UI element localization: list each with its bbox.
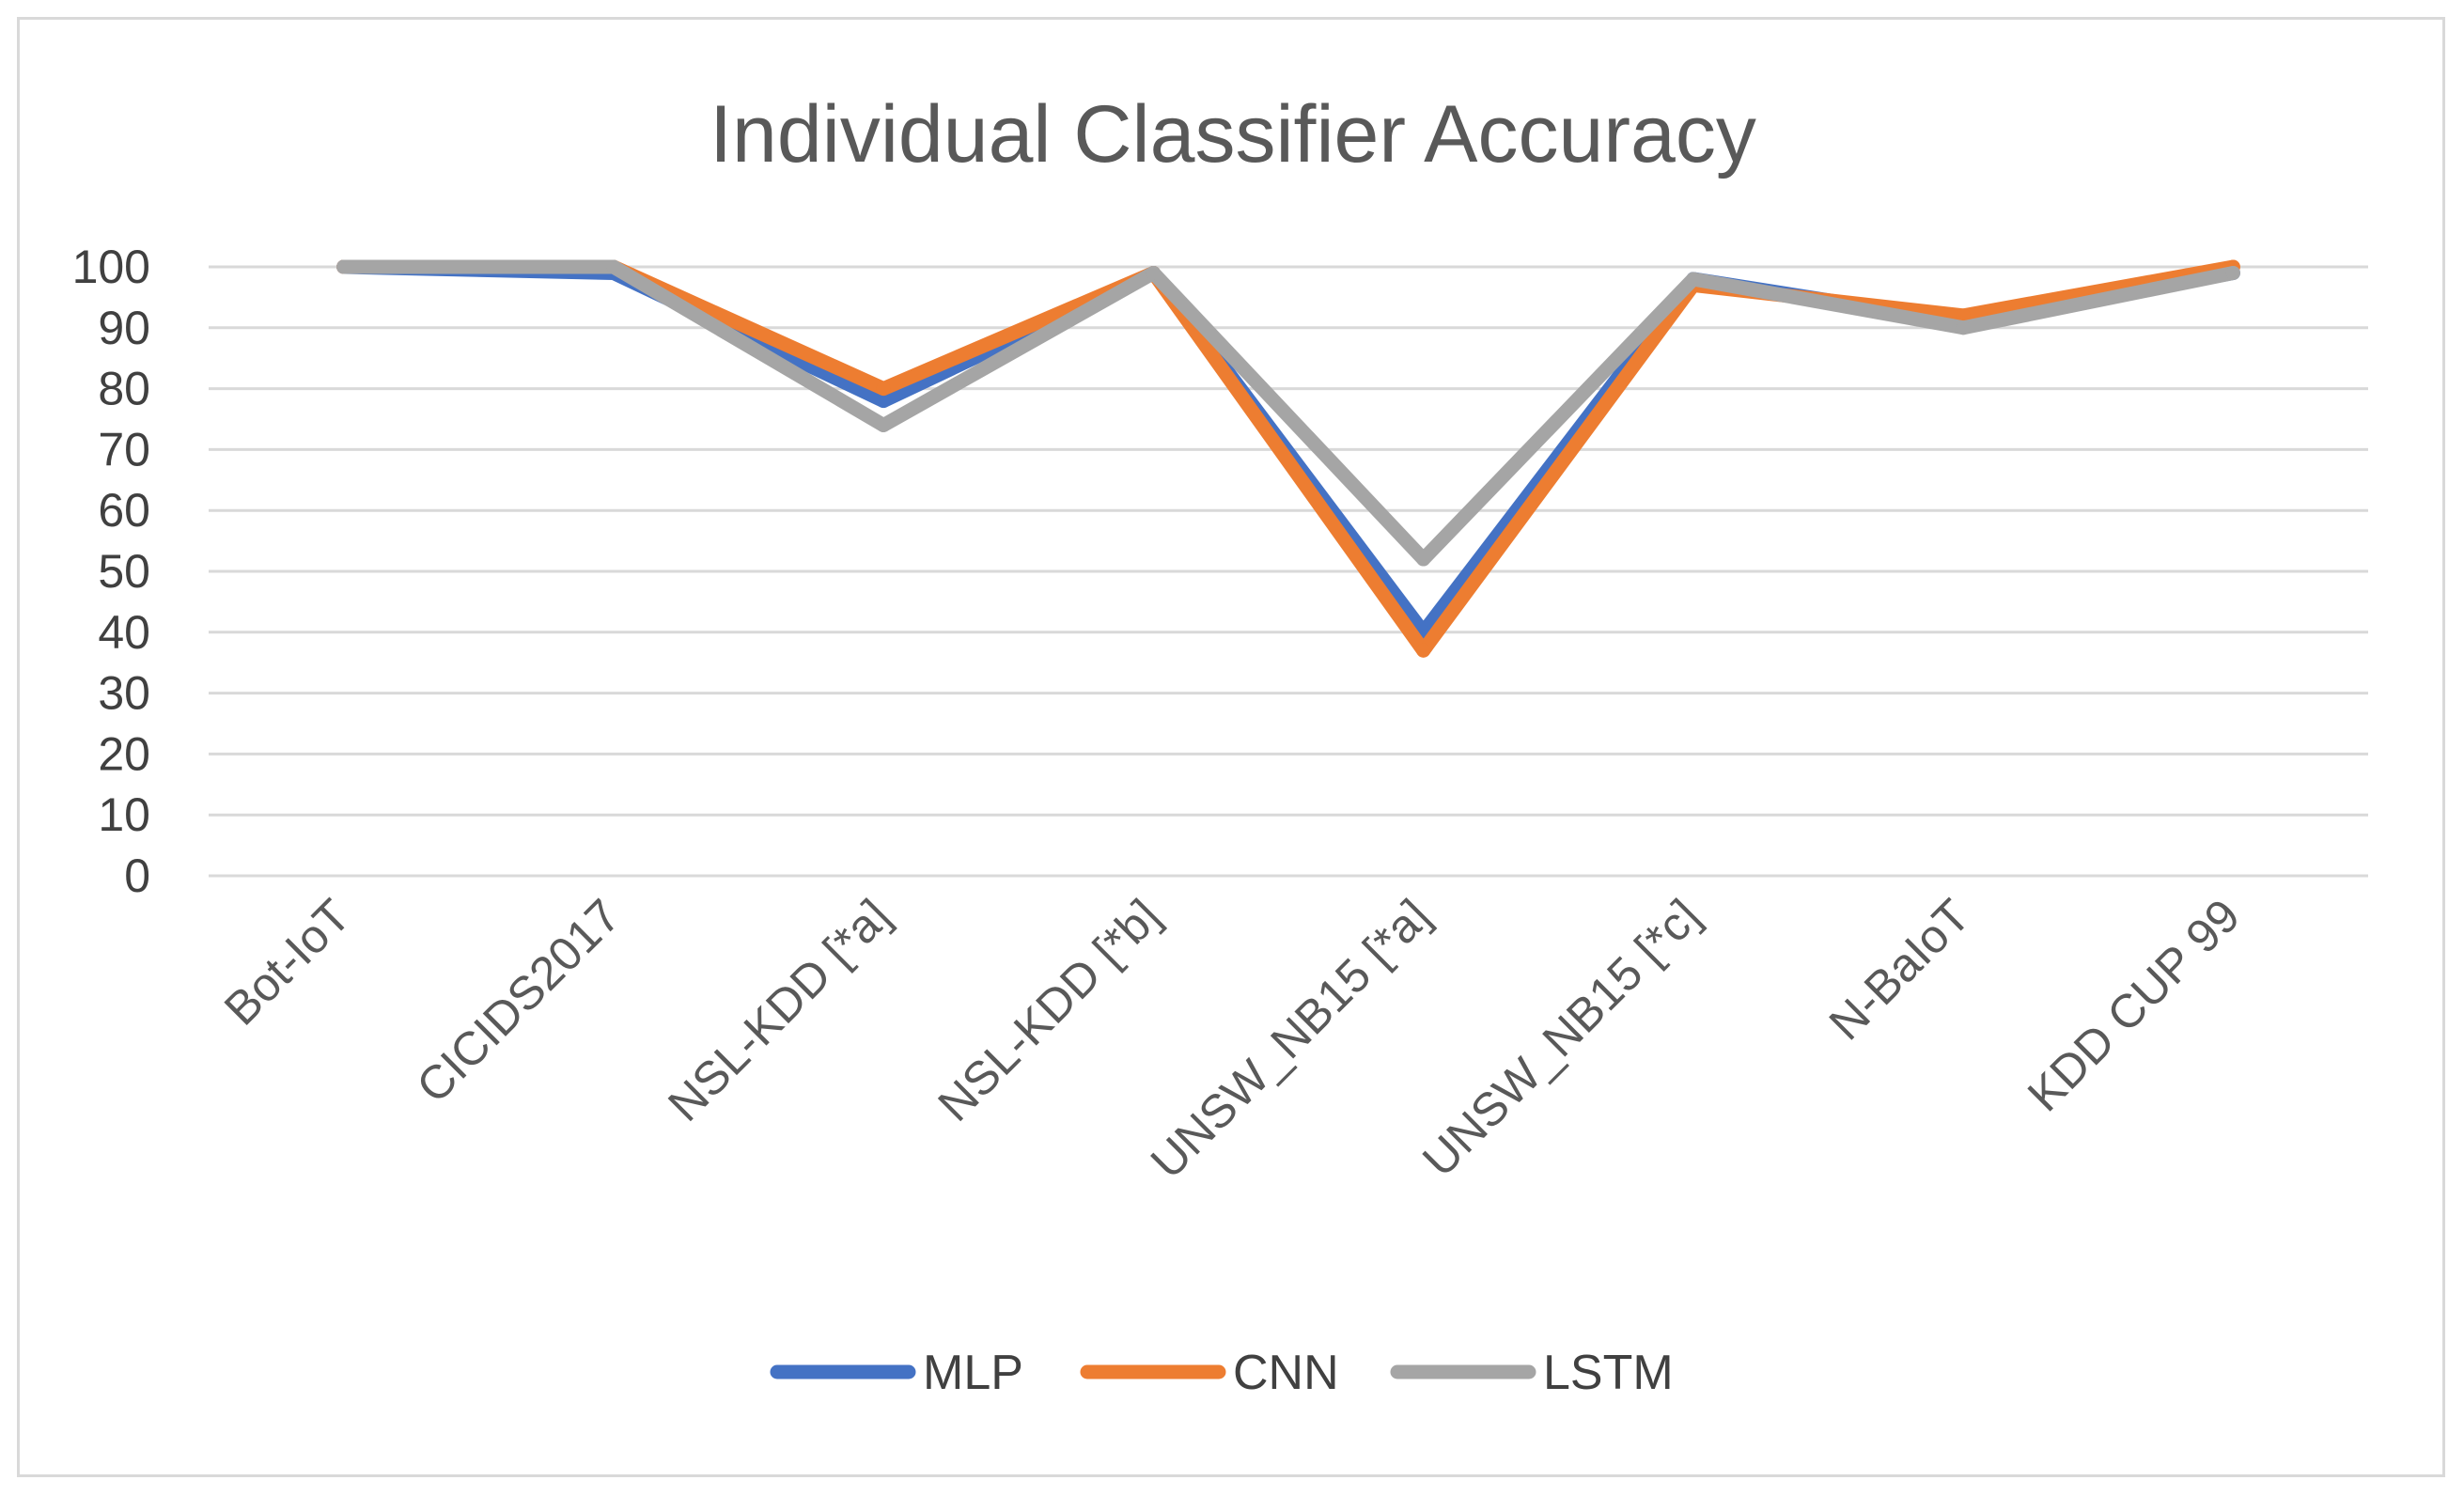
y-axis-tick-labels: 0 10 20 30 40 50 60 70 80 90 100: [72, 241, 150, 902]
legend: MLP CNN LSTM: [770, 1346, 1674, 1400]
data-point-lstm: [1686, 272, 1701, 287]
x-category-label: UNSW_NB15 [*a]: [1141, 889, 1441, 1189]
y-tick-label: 40: [98, 606, 150, 659]
y-tick-label: 10: [98, 788, 150, 841]
x-category-label: CICIDS2017: [407, 889, 631, 1113]
y-tick-label: 30: [98, 667, 150, 720]
data-point-lstm: [2225, 265, 2240, 280]
y-tick-label: 60: [98, 484, 150, 537]
x-category-label: NSL-KDD [*a]: [658, 889, 900, 1131]
x-axis-category-labels: Bot-IoT CICIDS2017 NSL-KDD [*a] NSL-KDD [*b…: [214, 889, 2250, 1189]
data-point-cnn: [876, 382, 891, 397]
y-tick-label: 80: [98, 363, 150, 415]
legend-label-mlp: MLP: [923, 1346, 1023, 1400]
data-point-mlp: [876, 394, 891, 409]
y-tick-label: 70: [98, 423, 150, 475]
series-line-lstm: [336, 259, 2240, 567]
chart-title: Individual Classifier Accuracy: [710, 89, 1756, 179]
x-category-label: Bot-IoT: [214, 889, 361, 1036]
data-point-lstm: [876, 417, 891, 432]
data-point-cnn: [1416, 643, 1431, 658]
data-point-lstm: [1956, 320, 1971, 335]
x-category-label: N-BaIoT: [1819, 889, 1980, 1050]
legend-label-cnn: CNN: [1233, 1346, 1339, 1400]
gridlines: [209, 265, 2368, 878]
series-lines: [336, 259, 2240, 658]
data-point-lstm: [1146, 265, 1161, 280]
y-tick-label: 0: [124, 849, 150, 902]
x-category-label: NSL-KDD [*b]: [928, 889, 1170, 1131]
legend-label-lstm: LSTM: [1543, 1346, 1674, 1400]
y-tick-label: 90: [98, 302, 150, 354]
x-category-label: UNSW_NB15 [*c]: [1412, 889, 1710, 1187]
y-tick-label: 50: [98, 545, 150, 598]
x-category-label: KDD CUP 99: [2018, 889, 2250, 1121]
data-point-cnn: [1956, 308, 1971, 323]
data-point-lstm: [606, 259, 621, 274]
data-point-lstm: [1416, 552, 1431, 567]
data-point-lstm: [336, 259, 351, 274]
y-tick-label: 20: [98, 727, 150, 780]
y-tick-label: 100: [72, 241, 150, 293]
